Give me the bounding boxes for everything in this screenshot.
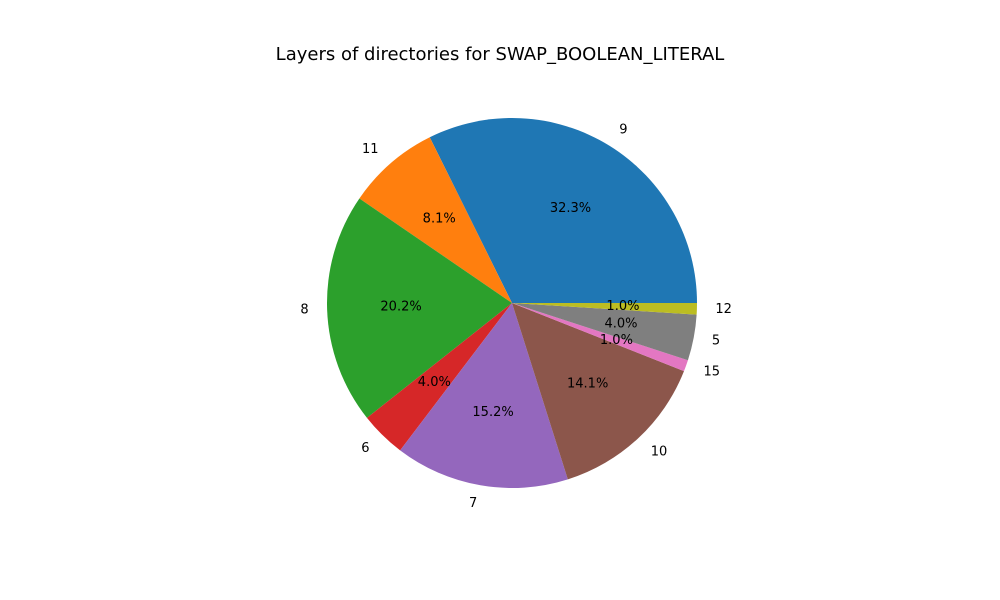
slice-label-12: 12 <box>715 302 732 317</box>
pie-slice-12 <box>512 303 697 315</box>
slice-label-9: 9 <box>619 123 627 138</box>
slice-pct-15: 1.0% <box>600 333 633 348</box>
pie-slice-7 <box>400 303 568 488</box>
slice-pct-8: 20.2% <box>380 299 421 314</box>
slice-label-5: 5 <box>712 334 720 349</box>
pie-labels: 9 32.3% 11 8.1% 8 20.2% 6 4.0% 7 15.2% 10 14.1% 15 1.… <box>300 123 732 511</box>
slice-label-15: 15 <box>703 364 720 379</box>
pie-slice-9 <box>429 117 697 303</box>
pie-slice-15 <box>512 303 688 372</box>
slice-pct-10: 14.1% <box>567 377 608 392</box>
slice-label-8: 8 <box>300 303 308 318</box>
pie-slices <box>327 117 697 488</box>
pie-slice-6 <box>366 303 512 451</box>
slice-pct-12: 1.0% <box>606 299 639 314</box>
chart-title: Layers of directories for SWAP_BOOLEAN_L… <box>275 44 725 65</box>
slice-pct-7: 15.2% <box>472 405 513 420</box>
slice-pct-11: 8.1% <box>423 212 456 227</box>
pie-slice-10 <box>512 303 684 480</box>
slice-label-6: 6 <box>361 441 369 456</box>
pie-slice-11 <box>359 137 512 303</box>
slice-label-10: 10 <box>651 444 668 459</box>
slice-label-7: 7 <box>469 496 477 511</box>
pie-slice-5 <box>512 303 697 361</box>
slice-pct-5: 4.0% <box>605 316 638 331</box>
slice-pct-9: 32.3% <box>550 201 591 216</box>
slice-pct-6: 4.0% <box>418 375 451 390</box>
pie-slice-8 <box>327 198 512 418</box>
slice-label-11: 11 <box>362 142 379 157</box>
